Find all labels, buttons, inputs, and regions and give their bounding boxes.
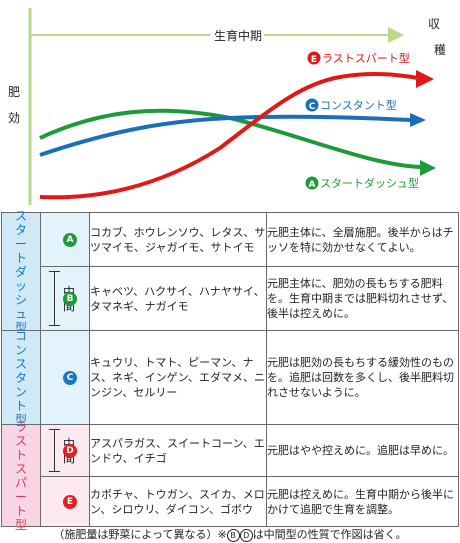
mark-d-badge: D xyxy=(63,443,77,458)
mark-e-badge xyxy=(307,51,321,65)
table-row: スター トダッ シュ型 A コカブ、ホウレンソウ、レタス、サツマイモ、ジャガイモ… xyxy=(1,209,459,335)
label-last-spurt: E ラストスパート型 xyxy=(307,51,410,65)
table-row: 中間 B キャベツ、ハクサイ、ハナヤサイ、タマネギ、ナガイモ 元肥主体に、肥効の… xyxy=(2,266,459,331)
mark-b-badge: B xyxy=(63,291,77,306)
curve-last-spurt-arrowhead xyxy=(416,70,434,88)
label-constant: C コンスタント型 xyxy=(305,98,397,112)
label-last-spurt-text: ラストスパート型 xyxy=(322,51,410,65)
mark-cell-d: 中間 D xyxy=(40,424,90,477)
mark-a-badge xyxy=(305,176,319,190)
mark-cell-b: 中間 B xyxy=(40,266,90,331)
group-last-spurt: ラスト スパー ト型 xyxy=(1,420,41,532)
desc-b: 元肥主体に、肥効の長もちする肥料を。生育中期までは肥料切れさせず、後半は控えめに… xyxy=(266,266,459,331)
circled-d: D xyxy=(239,528,253,542)
mark-e-badge: E xyxy=(63,494,77,509)
crops-d: アスパラガス、スイートコーン、エンドウ、イチゴ xyxy=(89,424,267,477)
desc-c: 元肥は肥効の長もちする緩効性のものを。追肥は回数を多くし、後半肥料切れさせないよ… xyxy=(266,330,459,425)
crops-c: キュウリ、トマト、ピーマン、ナス、ネギ、インゲン、エダマメ、ニンジン、セルリー xyxy=(89,330,267,425)
table-row: E カボチャ、トウガン、スイカ、メロン、シロウリ、ダイコン、ゴボウ 元肥は控えめ… xyxy=(2,476,459,527)
label-constant-text: コンスタント型 xyxy=(320,98,397,112)
table-row: コンス タント 型 C キュウリ、トマト、ピーマン、ナス、ネギ、インゲン、エダマ… xyxy=(1,329,459,427)
y-axis-label-1: 肥 xyxy=(8,85,20,99)
mark-e-text: E xyxy=(311,55,317,65)
mark-c-text: C xyxy=(309,102,316,112)
mark-cell-a: A xyxy=(40,212,90,267)
mark-a-badge: A xyxy=(63,232,77,247)
desc-e: 元肥は控えめに。生育中期から後半にかけて追肥で生育を調整。 xyxy=(266,476,459,527)
harvest-label-1: 収 xyxy=(428,17,440,31)
group-constant: コンス タント 型 xyxy=(1,329,41,427)
y-axis-label-2: 効 xyxy=(8,110,20,125)
x-axis-label: 生育中期 xyxy=(214,28,262,43)
curve-constant xyxy=(39,114,411,157)
crops-e: カボチャ、トウガン、スイカ、メロン、シロウリ、ダイコン、ゴボウ xyxy=(89,476,267,527)
crops-a: コカブ、ホウレンソウ、レタス、サツマイモ、ジャガイモ、サトイモ xyxy=(89,212,267,267)
harvest-label-2: 穫 xyxy=(434,43,446,57)
crops-b: キャベツ、ハクサイ、ハナヤサイ、タマネギ、ナガイモ xyxy=(89,266,267,331)
mark-a-text: A xyxy=(309,180,316,190)
mark-c-badge xyxy=(305,98,319,112)
label-start-dash: A スタートダッシュ型 xyxy=(305,176,419,190)
group-start-dash: スター トダッ シュ型 xyxy=(1,209,41,335)
mark-cell-c: C xyxy=(40,330,90,425)
footnote: （施肥量は野菜によって異なる）※ B D は中間型の性質で作図は省く。 xyxy=(53,528,407,542)
curve-last-spurt xyxy=(39,72,419,200)
table-row: ラスト スパー ト型 中間 D アスパラガス、スイートコーン、エンドウ、イチゴ … xyxy=(1,420,459,532)
label-start-dash-text: スタートダッシュ型 xyxy=(320,176,419,190)
curve-start-dash-arrowhead xyxy=(420,160,436,176)
desc-d: 元肥はやや控えめに。追肥は早めに。 xyxy=(266,424,459,477)
fertilizer-effect-diagram: 生育中期 収 穫 肥 効 E ラストスパート型 C コンスタント型 A スタート… xyxy=(8,8,446,205)
mark-c-badge: C xyxy=(63,370,77,385)
desc-a: 元肥主体に、全層施肥。後半からはチッソを特に効かせなくてよい。 xyxy=(266,212,459,267)
curve-constant-arrowhead xyxy=(410,113,426,127)
mark-cell-e: E xyxy=(40,476,90,527)
circled-b: B xyxy=(226,528,240,542)
crop-type-table: スター トダッ シュ型 A コカブ、ホウレンソウ、レタス、サツマイモ、ジャガイモ… xyxy=(1,209,459,532)
